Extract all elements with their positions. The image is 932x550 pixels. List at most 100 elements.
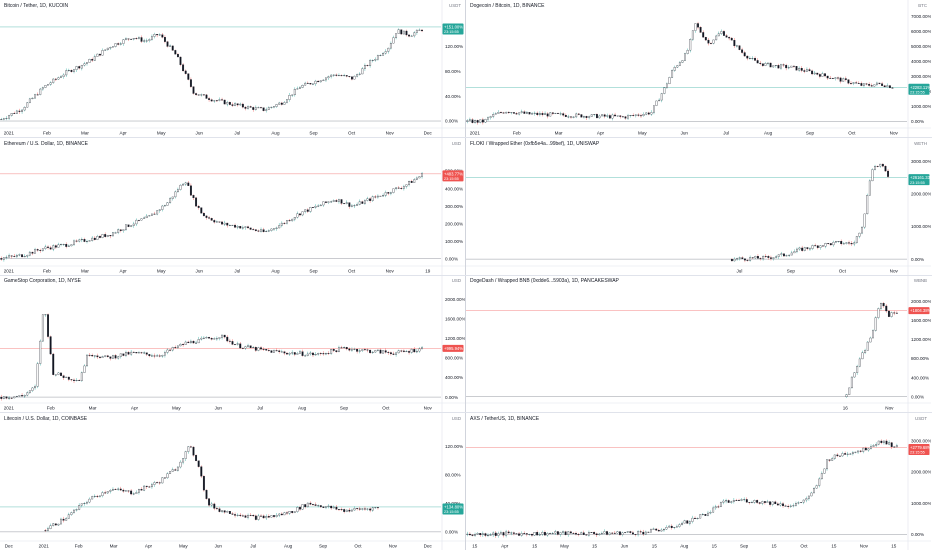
time-axis-label: Aug xyxy=(680,543,689,548)
candle xyxy=(262,107,265,111)
candle xyxy=(148,214,151,216)
candle xyxy=(335,199,338,202)
candle xyxy=(301,85,304,88)
candle xyxy=(577,113,580,115)
candle xyxy=(541,531,544,534)
chart-panel-gme[interactable]: 2000.00% 1600.00% 1200.00% 800.00% 400.00% 0.… xyxy=(0,275,465,412)
candle xyxy=(549,532,552,534)
candle xyxy=(749,256,752,261)
candle xyxy=(202,212,205,216)
candle xyxy=(510,112,513,114)
time-axis-label: Aug xyxy=(764,131,773,136)
candle xyxy=(853,242,856,244)
candle xyxy=(880,303,882,309)
chart-panel-floki[interactable]: 3000.00% 2000.00% 1000.00% 0.00% WETH +26161.… xyxy=(466,137,932,275)
chart-svg-eth: 500.00%400.00%300.00%200.00%100.00%0.00%… xyxy=(0,137,465,275)
candle xyxy=(410,35,413,37)
chart-panel-axs[interactable]: 3000.00% 2000.00% 1000.00% 0.00% USDT +2779.6… xyxy=(466,412,932,550)
candle xyxy=(772,65,775,68)
candle xyxy=(57,372,60,375)
candle xyxy=(174,191,177,197)
candle xyxy=(140,37,143,42)
chart-panel-ltc[interactable]: 120.00%80.00%40.00%0.00%USD+134.80%23:15… xyxy=(0,412,465,550)
candle xyxy=(2,257,5,260)
candle xyxy=(415,350,418,353)
time-axis-label: Apr xyxy=(120,131,128,136)
candle xyxy=(800,501,803,503)
candle xyxy=(822,245,824,246)
candle xyxy=(767,255,770,258)
chart-svg-gme: 2000.00% 1600.00% 1200.00% 800.00% 400.00% 0.… xyxy=(0,275,465,412)
candle xyxy=(408,180,411,185)
candle xyxy=(125,352,127,356)
candle xyxy=(241,226,244,228)
candle xyxy=(291,510,294,513)
candle xyxy=(789,505,792,507)
candle xyxy=(795,66,798,71)
chart-panel-eth[interactable]: 500.00%400.00%300.00%200.00%100.00%0.00%… xyxy=(0,137,465,275)
price-axis-label: 400.00% xyxy=(445,375,463,380)
candle xyxy=(891,87,894,89)
candle xyxy=(325,353,327,355)
candle xyxy=(593,531,596,534)
candle xyxy=(374,59,377,61)
candle xyxy=(856,366,859,373)
time-axis-label: Nov xyxy=(885,406,894,411)
time-axis-label: Dec xyxy=(424,543,433,548)
candle xyxy=(363,349,366,351)
candle xyxy=(353,348,356,350)
candle xyxy=(60,76,62,78)
candle xyxy=(546,113,549,117)
candle xyxy=(306,82,309,84)
candle xyxy=(49,525,52,529)
candle xyxy=(319,352,322,354)
time-axis-label: 15 xyxy=(592,543,598,548)
candle xyxy=(145,40,148,42)
candle xyxy=(330,74,333,77)
candle xyxy=(696,517,699,519)
price-axis-label: 800.00% xyxy=(911,356,929,361)
candle xyxy=(410,349,413,353)
candle xyxy=(787,67,790,69)
candle xyxy=(397,350,400,354)
candle xyxy=(748,501,751,503)
candle xyxy=(559,113,562,115)
candle xyxy=(492,532,495,535)
chart-panel-doge[interactable]: 7000.00% 6000.00% 5000.00% 4000.00% 3000.00%… xyxy=(466,0,932,137)
candle xyxy=(798,68,801,71)
candle xyxy=(293,216,296,219)
chart-panel-dogedash[interactable]: 2000.00% 1600.00% 1200.00% 800.00% 400.00% 0.… xyxy=(466,275,932,412)
candle xyxy=(554,112,557,114)
candle xyxy=(397,29,400,34)
candle xyxy=(577,533,580,535)
candle xyxy=(505,531,508,535)
candle xyxy=(875,443,878,446)
chart-panel-btc[interactable]: 150.00%120.00%80.00%40.00%0.00%USDT+151.… xyxy=(0,0,465,137)
candle xyxy=(536,112,539,116)
candle xyxy=(364,508,366,509)
candle xyxy=(41,248,44,251)
price-axis-label: 120.00% xyxy=(445,444,463,449)
candle xyxy=(826,459,828,469)
candle xyxy=(559,531,562,535)
candle xyxy=(777,65,780,69)
candle xyxy=(606,115,609,117)
candle xyxy=(47,528,49,531)
candle xyxy=(189,446,192,447)
candle xyxy=(189,79,192,87)
candle xyxy=(665,526,668,529)
candle xyxy=(842,78,845,82)
last-price-value: +483.77% xyxy=(444,171,463,176)
candle xyxy=(538,113,541,116)
candle xyxy=(184,341,187,345)
candle xyxy=(44,85,47,88)
candle xyxy=(176,345,179,348)
chart-title: Bitcoin / Tether, 1D, KUCOIN xyxy=(4,3,69,9)
candle xyxy=(218,508,221,512)
candle xyxy=(161,205,164,210)
candle xyxy=(28,390,31,393)
candle xyxy=(397,187,400,189)
candle xyxy=(774,501,777,504)
candle xyxy=(18,253,21,255)
candle xyxy=(500,531,502,534)
